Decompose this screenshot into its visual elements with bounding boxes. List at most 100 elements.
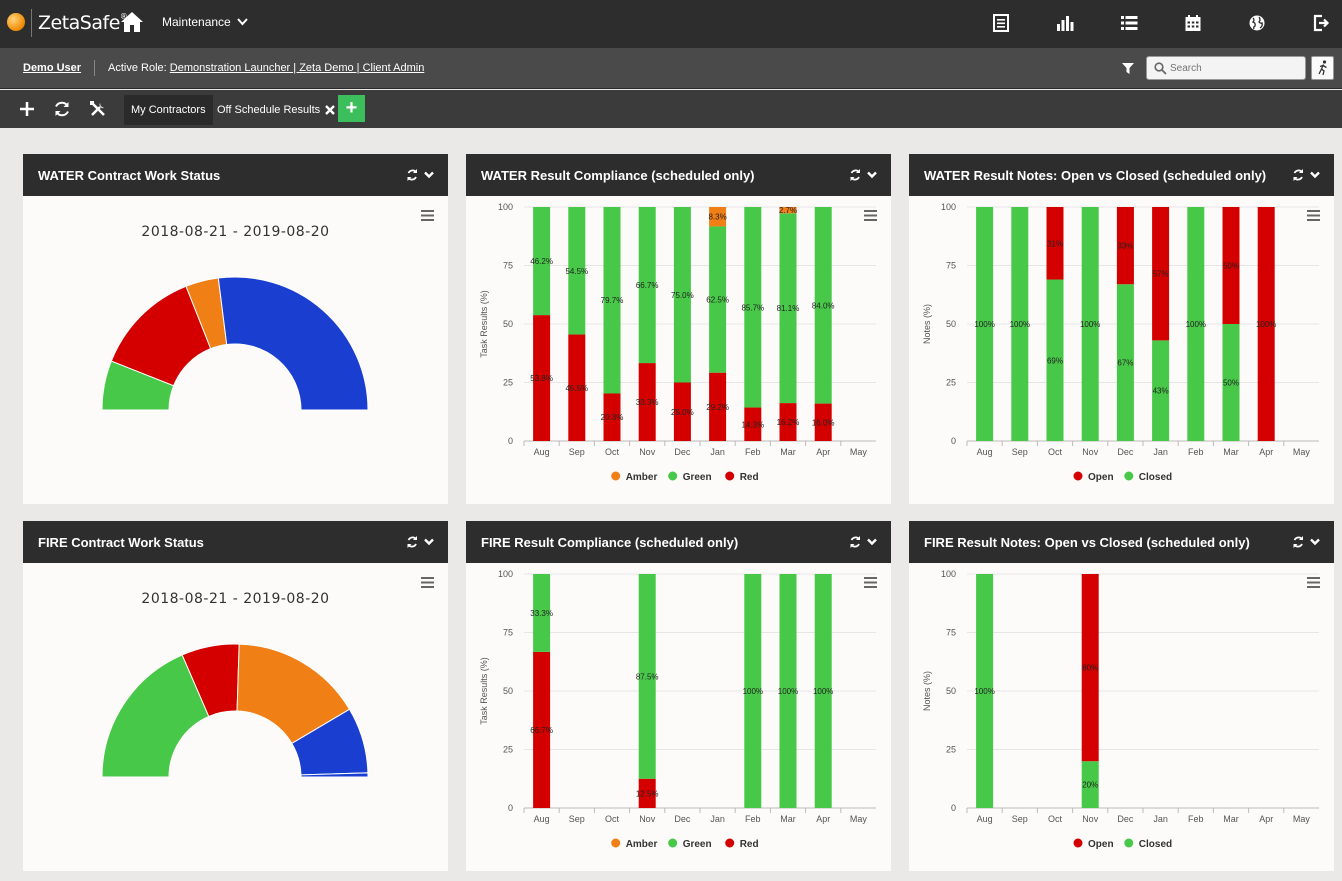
logout-icon[interactable] bbox=[1312, 14, 1330, 32]
widget-refresh-collapse-icon[interactable] bbox=[849, 168, 879, 182]
bar-chart-icon[interactable] bbox=[1056, 14, 1074, 32]
fire-compliance-widget: FIRE Result Compliance (scheduled only) 0… bbox=[466, 521, 891, 871]
bar-segment[interactable] bbox=[638, 778, 656, 808]
bar-segment[interactable] bbox=[638, 574, 656, 779]
bar-segment[interactable] bbox=[1152, 340, 1170, 441]
bar-segment[interactable] bbox=[814, 574, 832, 808]
bar-segment[interactable] bbox=[1081, 574, 1099, 762]
bar-segment[interactable] bbox=[603, 207, 621, 394]
tab-off-schedule-results[interactable]: Off Schedule Results bbox=[210, 95, 342, 125]
widget-refresh-collapse-icon[interactable] bbox=[849, 535, 879, 549]
data-label: 33.3% bbox=[636, 398, 659, 407]
gauge-slice[interactable] bbox=[101, 654, 210, 778]
bar-segment[interactable] bbox=[709, 372, 727, 441]
legend-item[interactable]: Green bbox=[668, 838, 712, 851]
bar-segment[interactable] bbox=[1187, 207, 1205, 441]
chart-menu-icon[interactable] bbox=[864, 210, 877, 221]
bar-segment[interactable] bbox=[1222, 207, 1240, 324]
bar-segment[interactable] bbox=[1081, 761, 1099, 808]
legend-label: Closed bbox=[1139, 839, 1172, 850]
widget-refresh-collapse-icon[interactable] bbox=[1292, 535, 1322, 549]
refresh-icon[interactable] bbox=[53, 100, 71, 118]
close-icon[interactable] bbox=[325, 105, 335, 115]
bar-segment[interactable] bbox=[779, 403, 797, 441]
bar-segment[interactable] bbox=[638, 363, 656, 441]
legend-item[interactable]: Open bbox=[1073, 471, 1114, 484]
chart-menu-icon[interactable] bbox=[864, 577, 877, 588]
legend-item[interactable]: Green bbox=[668, 471, 712, 484]
bar-segment[interactable] bbox=[779, 213, 797, 404]
bar-segment[interactable] bbox=[638, 207, 656, 364]
search-input[interactable] bbox=[1170, 60, 1300, 76]
legend-item[interactable]: Closed bbox=[1124, 471, 1172, 484]
bar-segment[interactable] bbox=[673, 207, 691, 383]
legend-item[interactable]: Red bbox=[725, 471, 759, 484]
gauge-slice[interactable] bbox=[217, 276, 369, 411]
filter-icon[interactable] bbox=[1121, 61, 1135, 75]
y-tick-label: 50 bbox=[503, 686, 513, 696]
bar-segment[interactable] bbox=[1081, 207, 1099, 441]
widget-refresh-collapse-icon[interactable] bbox=[1292, 168, 1322, 182]
bar-segment[interactable] bbox=[1257, 207, 1275, 441]
legend-item[interactable]: Red bbox=[725, 838, 759, 851]
bar-segment[interactable] bbox=[1222, 324, 1240, 441]
bar-segment[interactable] bbox=[779, 207, 797, 214]
data-label: 69% bbox=[1047, 356, 1063, 365]
bar-segment[interactable] bbox=[568, 334, 586, 441]
bar-segment[interactable] bbox=[533, 207, 551, 316]
list-icon[interactable] bbox=[1120, 14, 1138, 32]
y-tick-label: 75 bbox=[503, 628, 513, 638]
calendar-icon[interactable] bbox=[1184, 14, 1202, 32]
bar-segment[interactable] bbox=[533, 315, 551, 441]
bar-segment[interactable] bbox=[744, 574, 762, 808]
tools-icon[interactable] bbox=[89, 100, 107, 118]
module-dropdown[interactable]: Maintenance bbox=[162, 15, 248, 29]
bar-segment[interactable] bbox=[1046, 279, 1064, 441]
tab-my-contractors[interactable]: My Contractors bbox=[124, 95, 213, 125]
widget-header: WATER Contract Work Status bbox=[23, 154, 448, 196]
bar-segment[interactable] bbox=[709, 226, 727, 373]
globe-icon[interactable] bbox=[1248, 14, 1266, 32]
legend-item[interactable]: Amber bbox=[611, 838, 657, 851]
widget-refresh-collapse-icon[interactable] bbox=[406, 535, 436, 549]
bar-segment[interactable] bbox=[1116, 207, 1134, 285]
bar-segment[interactable] bbox=[673, 382, 691, 442]
widget-refresh-collapse-icon[interactable] bbox=[406, 168, 436, 182]
bar-segment[interactable] bbox=[976, 207, 994, 441]
bar-segment[interactable] bbox=[533, 651, 551, 808]
report-list-icon[interactable] bbox=[992, 14, 1010, 32]
legend-item[interactable]: Amber bbox=[611, 471, 657, 484]
user-name-link[interactable]: Demo User bbox=[23, 62, 82, 74]
app-logo[interactable]: ZetaSafe® bbox=[38, 12, 128, 34]
y-tick-label: 0 bbox=[508, 803, 513, 813]
bar-segment[interactable] bbox=[568, 207, 586, 335]
y-tick-label: 25 bbox=[503, 378, 513, 388]
x-tick-label: May bbox=[850, 447, 868, 457]
chart-menu-icon[interactable] bbox=[1307, 577, 1320, 588]
bar-segment[interactable] bbox=[814, 207, 832, 404]
quick-action-button[interactable] bbox=[1311, 56, 1334, 80]
legend-item[interactable]: Closed bbox=[1124, 838, 1172, 851]
add-tab-button[interactable]: + bbox=[338, 95, 365, 122]
bar-segment[interactable] bbox=[1116, 284, 1134, 441]
legend-label: Green bbox=[683, 839, 712, 850]
add-icon[interactable] bbox=[18, 100, 36, 118]
bar-segment[interactable] bbox=[744, 407, 762, 441]
bar-segment[interactable] bbox=[1046, 207, 1064, 280]
chart-menu-icon[interactable] bbox=[421, 210, 434, 221]
bar-segment[interactable] bbox=[533, 574, 551, 652]
bar-segment[interactable] bbox=[603, 393, 621, 441]
bar-segment[interactable] bbox=[976, 574, 994, 808]
gauge-slice[interactable] bbox=[300, 772, 369, 778]
bar-segment[interactable] bbox=[1152, 207, 1170, 341]
bar-segment[interactable] bbox=[744, 207, 762, 408]
chart-menu-icon[interactable] bbox=[1307, 210, 1320, 221]
bar-segment[interactable] bbox=[1011, 207, 1029, 441]
legend-item[interactable]: Open bbox=[1073, 838, 1114, 851]
bar-segment[interactable] bbox=[779, 574, 797, 808]
bar-segment[interactable] bbox=[709, 207, 727, 227]
active-role-link[interactable]: Demonstration Launcher | Zeta Demo | Cli… bbox=[169, 62, 425, 74]
home-icon[interactable] bbox=[120, 11, 144, 33]
bar-segment[interactable] bbox=[814, 403, 832, 441]
chart-menu-icon[interactable] bbox=[421, 577, 434, 588]
